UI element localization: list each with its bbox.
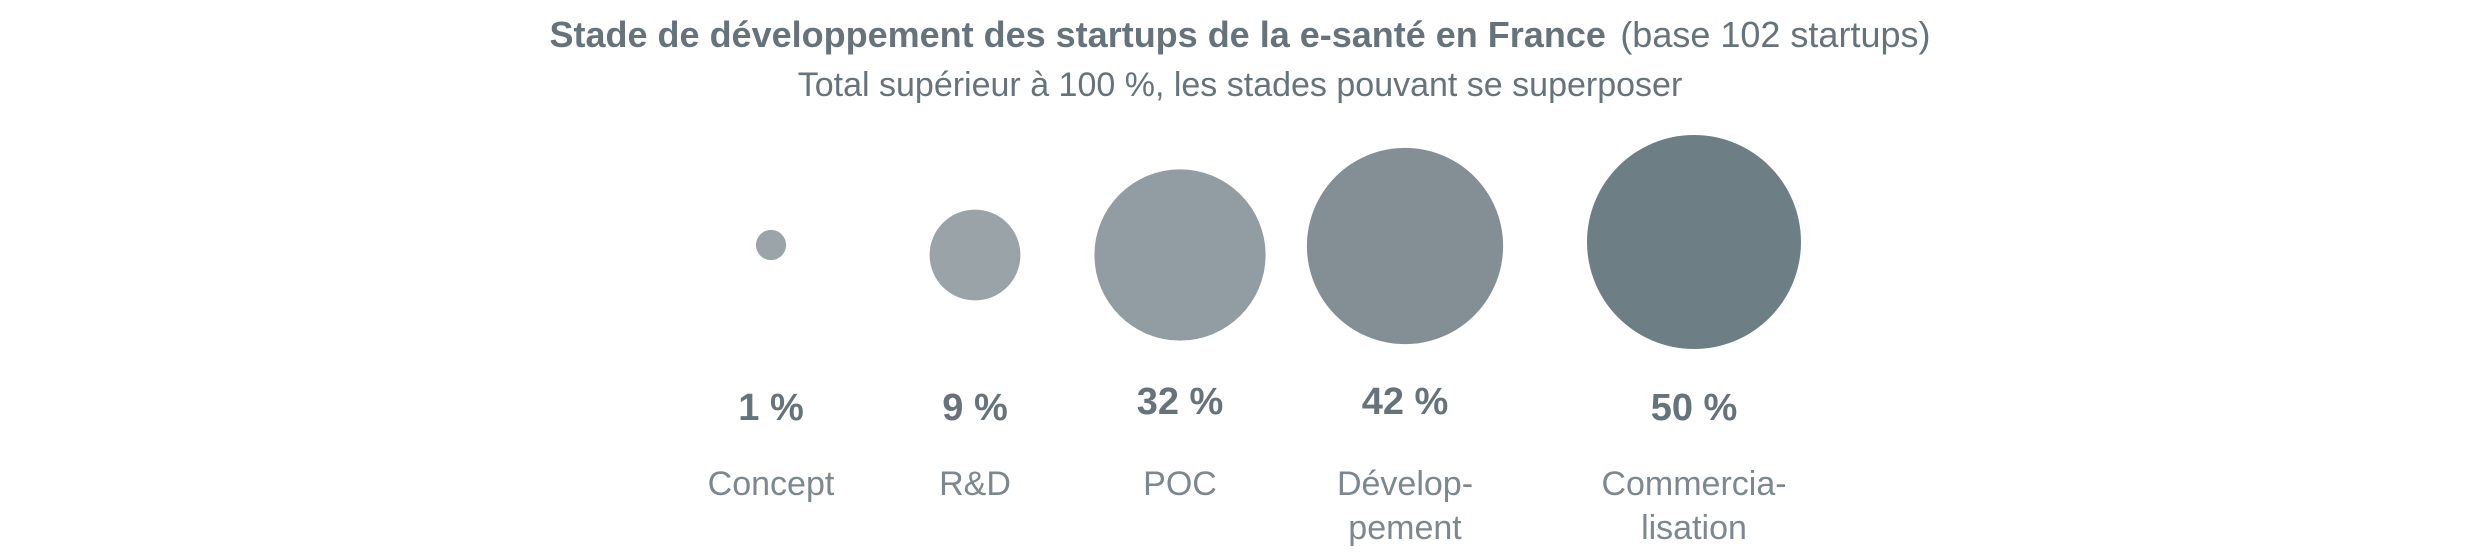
category-label-line: Dévelop- [1337,465,1473,503]
chart-title: Stade de développement des startups de l… [550,14,1931,55]
category-label-line: Commercia- [1601,465,1786,503]
bubble-1 [755,229,787,261]
category-labels-group: Concept R&D POC Dévelop-pement Commercia-lis… [708,465,1787,547]
category-label-line: R&D [939,465,1011,503]
category-label-3: POC [1143,465,1217,503]
bubble-4 [1306,147,1504,345]
bubble-2 [929,209,1021,301]
category-label-4: Dévelop-pement [1337,465,1473,547]
chart-subtitle: Total supérieur à 100 %, les stades pouv… [798,66,1683,104]
category-label-line: Concept [708,465,835,503]
category-label-line: pement [1348,509,1462,547]
category-label-2: R&D [939,465,1011,503]
value-label-1: 1 % [738,387,803,429]
chart-title-suffix: (base 102 startups) [1620,14,1930,55]
category-label-5: Commercia-lisation [1601,465,1786,547]
value-label-5: 50 % [1651,387,1738,429]
category-label-line: lisation [1641,509,1747,547]
category-label-line: POC [1143,465,1217,503]
bubbles-group [755,135,1801,349]
value-labels-group: 1 % 9 % 32 % 42 % 50 % [738,381,1737,429]
category-label-1: Concept [708,465,835,503]
chart-title-main: Stade de développement des startups de l… [550,14,1606,55]
bubble-5 [1587,135,1801,349]
bubble-3 [1094,169,1266,341]
value-label-3: 32 % [1137,381,1224,423]
value-label-4: 42 % [1362,381,1449,423]
value-label-2: 9 % [942,387,1007,429]
